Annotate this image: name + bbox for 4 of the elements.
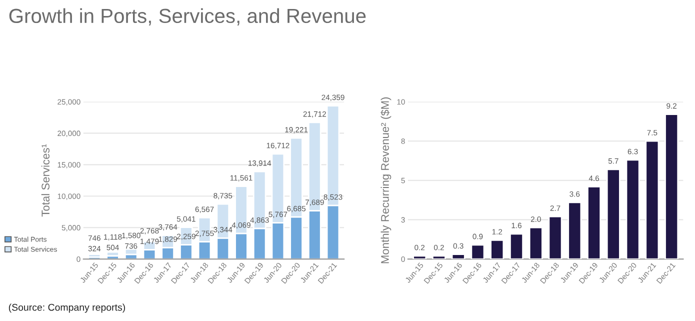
chart-title: Growth in Ports, Services, and Revenue [9, 8, 366, 26]
text: (Source: Company reports) [8, 304, 125, 313]
y-axis-title: Total Services¹ [41, 144, 50, 217]
y-axis-title: Monthly Recurring Revenue² ($M) [380, 97, 392, 264]
